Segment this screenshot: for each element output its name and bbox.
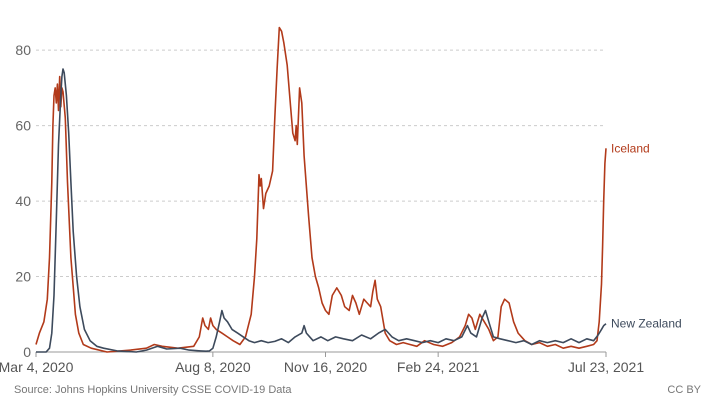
y-tick-label: 80 xyxy=(15,42,31,58)
y-tick-label: 40 xyxy=(15,193,31,209)
x-tick-label: Aug 8, 2020 xyxy=(175,359,251,375)
series-labels: Iceland New Zealand xyxy=(611,141,682,330)
series-label: New Zealand xyxy=(611,317,682,331)
y-tick-label: 60 xyxy=(15,118,31,134)
series-lines xyxy=(35,26,607,353)
x-tick-label: Nov 16, 2020 xyxy=(284,359,367,375)
y-tick-label: 0 xyxy=(23,344,31,360)
y-axis-tick-labels: 0 20 40 60 80 xyxy=(15,42,31,360)
gridlines xyxy=(36,49,606,278)
x-axis-tick-labels: Mar 4, 2020 Aug 8, 2020 Nov 16, 2020 Feb 24… xyxy=(0,352,644,375)
source-note: Source: Johns Hopkins University CSSE CO… xyxy=(14,384,292,396)
series-label: Iceland xyxy=(611,141,650,155)
series-line-iceland xyxy=(35,26,607,353)
license-label: CC BY xyxy=(667,384,701,396)
x-tick-label: Jul 23, 2021 xyxy=(568,359,644,375)
x-tick-label: Mar 4, 2020 xyxy=(0,359,74,375)
y-tick-label: 20 xyxy=(15,269,31,285)
series-line-new-zealand xyxy=(36,68,607,353)
x-tick-label: Feb 24, 2021 xyxy=(397,359,480,375)
